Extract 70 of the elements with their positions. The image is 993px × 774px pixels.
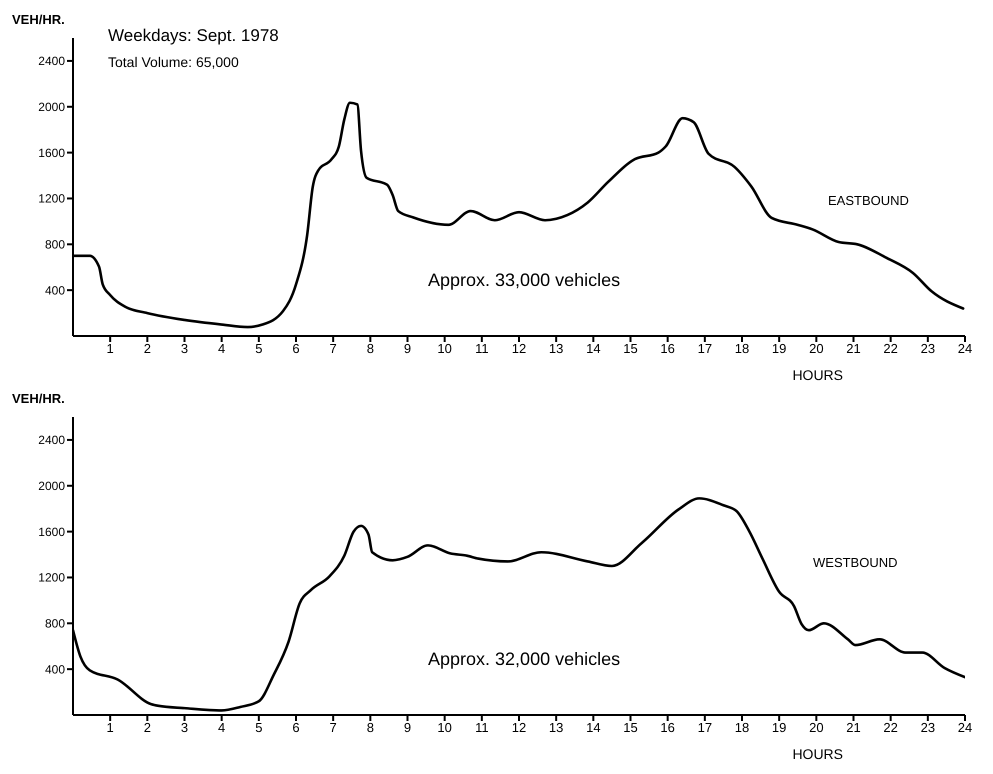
y-tick-label: 1600: [38, 146, 66, 160]
x-tick-label: 11: [475, 341, 489, 356]
x-tick-label: 4: [218, 720, 226, 736]
x-tick-label: 7: [330, 720, 337, 736]
x-tick-label: 4: [218, 341, 226, 356]
x-tick-label: 16: [660, 341, 675, 356]
x-tick-label: 17: [698, 720, 712, 736]
x-tick-label: 11: [475, 720, 489, 736]
x-tick-label: 23: [920, 341, 936, 356]
y-tick-label: 1200: [38, 192, 66, 206]
x-tick-label: 12: [512, 720, 526, 736]
annotation: Weekdays: Sept. 1978: [108, 26, 279, 46]
x-tick-label: 15: [623, 341, 638, 356]
y-axis-title: VEH/HR.: [12, 12, 65, 27]
y-tick-label: 2400: [38, 54, 66, 68]
x-tick-label: 9: [404, 341, 412, 356]
x-tick-label: 19: [772, 720, 786, 736]
x-tick-label: 3: [180, 341, 188, 356]
x-tick-label: 9: [404, 720, 412, 736]
x-tick-label: 10: [437, 720, 452, 736]
x-tick-label: 6: [292, 341, 300, 356]
x-tick-label: 13: [548, 341, 564, 356]
x-tick-label: 7: [330, 341, 337, 356]
x-tick-label: 21: [846, 720, 861, 736]
x-tick-label: 10: [437, 341, 452, 356]
x-tick-label: 18: [734, 341, 750, 356]
x-tick-label: 2: [144, 341, 151, 356]
x-tick-label: 14: [586, 720, 601, 736]
x-tick-label: 18: [734, 720, 750, 736]
text: WESTBOUND: [813, 555, 898, 570]
x-tick-label: 1: [106, 720, 114, 736]
series-label: EASTBOUND: [828, 193, 909, 208]
y-tick-label: 2000: [38, 100, 66, 114]
y-tick-label: 400: [44, 283, 66, 298]
y-tick-label: 2400: [38, 433, 66, 448]
y-tick-label: 800: [44, 238, 66, 252]
x-tick-label: 24: [958, 720, 972, 736]
x-tick-label: 22: [883, 720, 898, 736]
x-tick-label: 24: [958, 341, 972, 356]
y-tick-label: 1200: [38, 570, 66, 585]
annotation: Total Volume: 65,000: [108, 54, 239, 70]
x-tick-label: 6: [292, 720, 300, 736]
x-tick-label: 8: [366, 720, 374, 736]
x-tick-label: 3: [180, 720, 188, 736]
x-axis-title: HOURS: [792, 746, 843, 762]
x-axis-title: HOURS: [792, 367, 843, 383]
x-tick-label: 5: [255, 341, 262, 356]
annotation: Approx. 32,000 vehicles: [428, 649, 620, 670]
x-tick-label: 19: [772, 341, 786, 356]
y-tick-label: 1600: [38, 524, 66, 539]
x-tick-label: 1: [106, 341, 114, 356]
x-tick-label: 8: [366, 341, 374, 356]
x-tick-label: 14: [586, 341, 601, 356]
y-tick-label: 2000: [38, 479, 66, 494]
x-tick-label: 13: [548, 720, 564, 736]
x-tick-label: 16: [660, 720, 675, 736]
x-tick-label: 2: [144, 720, 151, 736]
x-tick-label: 20: [809, 341, 824, 356]
y-axis-title: VEH/HR.: [12, 391, 65, 406]
x-tick-label: 21: [846, 341, 861, 356]
y-tick-label: 400: [44, 662, 66, 676]
x-tick-label: 20: [809, 720, 824, 736]
x-tick-label: 17: [698, 341, 712, 356]
x-tick-label: 23: [920, 720, 936, 736]
annotation: Approx. 33,000 vehicles: [428, 270, 620, 291]
x-tick-label: 5: [255, 720, 262, 736]
x-tick-label: 12: [512, 341, 526, 356]
y-tick-label: 800: [44, 616, 66, 631]
x-tick-label: 22: [883, 341, 898, 356]
x-tick-label: 15: [623, 720, 638, 736]
